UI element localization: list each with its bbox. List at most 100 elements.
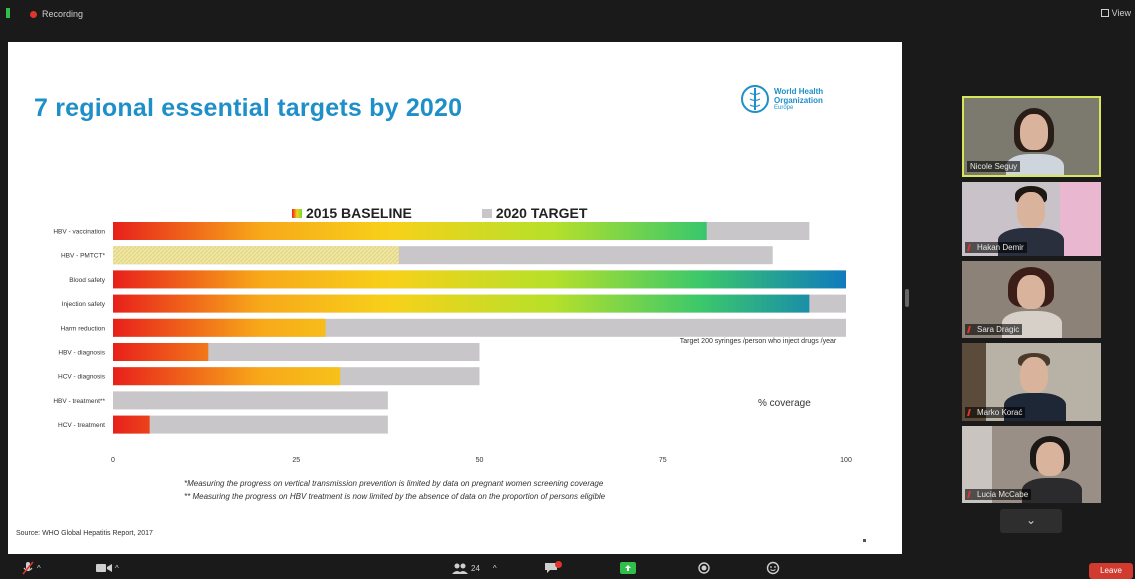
baseline-bar [113, 246, 399, 265]
who-emblem-icon [741, 85, 769, 113]
shared-screen-slide: 7 regional essential targets by 2020 Wor… [8, 42, 902, 554]
participant-face [1020, 114, 1048, 150]
target-bar [113, 391, 388, 410]
legend-baseline: 2015 BASELINE [292, 205, 412, 221]
participant-name: Hakan Demir [977, 243, 1024, 252]
baseline-bar [113, 294, 810, 313]
participant-tile[interactable]: Lucia McCabe [962, 426, 1101, 503]
legend-swatch-target [481, 208, 492, 218]
recording-indicator[interactable]: Recording [30, 9, 83, 19]
category-label: HBV - vaccination [53, 229, 105, 236]
chart-legend: 2015 BASELINE 2020 TARGET [292, 205, 587, 221]
participant-body [1006, 154, 1064, 175]
participant-name-tag: Marko Korać [965, 407, 1026, 418]
category-label: Injection safety [62, 301, 106, 308]
legend-label-target: 2020 TARGET [495, 205, 588, 221]
participants-button[interactable]: 24 ^ [452, 561, 497, 575]
participant-tile[interactable]: Nicole Seguy [962, 96, 1101, 177]
bottom-toolbar: ^ ^ 24 ^ [0, 557, 1135, 579]
participants-count: 24 [471, 563, 480, 573]
participant-name-tag: Lucia McCabe [965, 489, 1032, 500]
legend-target: 2020 TARGET [481, 205, 588, 221]
share-screen-icon [620, 562, 636, 574]
background-banner [1060, 182, 1101, 256]
baseline-bar [113, 367, 341, 386]
baseline-bar [113, 222, 707, 240]
mic-muted-icon [967, 244, 975, 251]
mic-muted-icon [967, 409, 975, 416]
recording-label: Recording [42, 9, 84, 19]
mute-button[interactable]: ^ [22, 561, 41, 575]
x-tick-label: 50 [476, 457, 484, 464]
mic-muted-icon [967, 326, 975, 333]
footnote-pmtct: *Measuring the progress on vertical tran… [184, 479, 604, 488]
participant-name: Marko Korać [977, 408, 1023, 417]
logo-line1: World Health [774, 86, 824, 96]
legend-label-baseline: 2015 BASELINE [306, 205, 412, 221]
baseline-bar [113, 270, 846, 289]
bar-chart: HBV - vaccination HBV - PMTCT* Blood safet… [53, 222, 852, 464]
share-screen-button[interactable] [620, 561, 636, 575]
panel-splitter-handle[interactable] [905, 289, 909, 307]
video-button[interactable]: ^ [96, 561, 119, 575]
participant-name-tag: Sara Dragic [965, 324, 1023, 335]
category-label: Harm reduction [61, 325, 106, 332]
category-label: HCV - treatment [58, 422, 105, 429]
mic-off-icon [22, 561, 34, 575]
x-tick-label: 0 [111, 457, 115, 464]
mic-muted-icon [967, 491, 975, 498]
participant-name: Sara Dragic [977, 325, 1020, 334]
category-label: Blood safety [69, 277, 106, 284]
participant-body [1022, 478, 1082, 503]
footnote-hbv-treatment: ** Measuring the progress on HBV treatme… [184, 492, 606, 501]
leave-button[interactable]: Leave [1089, 563, 1133, 579]
who-logo: World Health Organization Europe [740, 78, 850, 120]
category-label: HCV - diagnosis [58, 374, 106, 381]
participant-tile[interactable]: Marko Korać [962, 343, 1101, 421]
video-icon [96, 564, 112, 572]
view-button[interactable]: View [1100, 8, 1131, 18]
category-label: HBV - treatment** [53, 398, 105, 405]
reactions-icon [766, 561, 780, 575]
logo-line3: Europe [774, 104, 794, 111]
record-button[interactable] [698, 561, 710, 575]
target-annotation: Target 200 syringes /person who inject d… [679, 338, 837, 345]
x-tick-label: 100 [840, 457, 852, 464]
participant-face [1020, 357, 1048, 393]
recording-dot-icon [30, 10, 37, 18]
participant-tile[interactable]: Sara Dragic [962, 261, 1101, 338]
chat-icon [545, 563, 557, 573]
record-icon [698, 562, 710, 574]
video-chevron-icon[interactable]: ^ [115, 563, 119, 573]
chat-button[interactable] [544, 560, 562, 575]
baseline-bar [113, 343, 209, 361]
grid-icon [1100, 9, 1109, 17]
participant-face [1017, 275, 1045, 309]
chat-notification-badge [555, 560, 562, 568]
slide-cursor-dot [863, 539, 866, 542]
target-bar [113, 415, 388, 434]
slide-source: Source: WHO Global Hepatitis Report, 201… [16, 530, 153, 537]
top-bar: Recording View [0, 0, 1135, 28]
participant-tile[interactable]: Hakan Demir [962, 182, 1101, 256]
participant-name-tag: Hakan Demir [965, 242, 1027, 253]
participant-face [1017, 192, 1045, 228]
view-label: View [1111, 8, 1131, 18]
x-tick-label: 75 [659, 457, 667, 464]
mute-chevron-icon[interactable]: ^ [37, 563, 41, 573]
x-tick-label: 25 [292, 457, 300, 464]
reactions-button[interactable] [766, 561, 780, 575]
chevron-down-icon[interactable]: ⌄ [1000, 509, 1062, 533]
participant-name: Lucia McCabe [977, 490, 1029, 499]
logo-line2: Organization [774, 95, 823, 105]
category-label: HBV - diagnosis [58, 350, 105, 357]
participant-face [1036, 442, 1064, 476]
legend-swatch-baseline [292, 208, 302, 218]
participant-name: Nicole Seguy [970, 162, 1018, 171]
participants-chevron-icon[interactable]: ^ [492, 563, 497, 573]
coverage-annotation: % coverage [758, 398, 811, 409]
category-label: HBV - PMTCT* [61, 253, 106, 260]
security-shield-icon[interactable] [6, 8, 10, 18]
participants-icon [452, 563, 468, 574]
